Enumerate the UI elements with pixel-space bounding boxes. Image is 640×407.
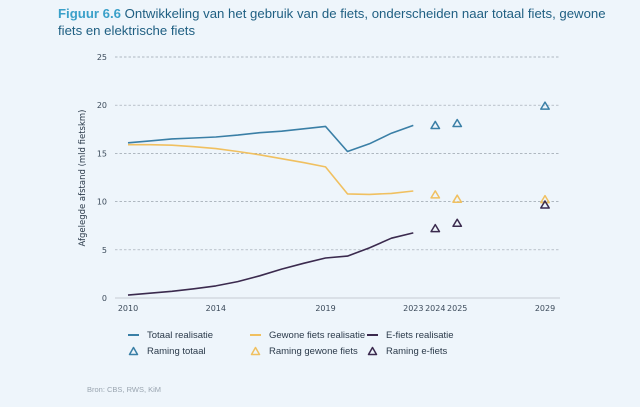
legend-item-efiets-triangle: Raming e-fiets — [367, 345, 497, 357]
series-line-gewone — [128, 143, 414, 196]
legend-label: Gewone fiets realisatie — [269, 329, 366, 341]
gridlines — [115, 56, 560, 299]
legend-label: E-fiets realisatie — [386, 329, 454, 341]
series-lines — [127, 124, 414, 296]
figure-label: Figuur 6.6 — [58, 6, 122, 21]
y-tick-label: 25 — [97, 53, 107, 62]
legend-label: Totaal realisatie — [147, 329, 214, 341]
legend-item-totaal-triangle: Raming totaal — [128, 345, 250, 357]
triangle-icon — [250, 346, 261, 356]
x-tick-label: 2023 — [403, 304, 423, 313]
forecast-marker-gewone — [452, 194, 463, 203]
forecast-marker-gewone — [430, 190, 441, 199]
x-tick-label: 2029 — [535, 304, 555, 313]
x-axis-ticks: 2010 2014 2019 2023 2024 2025 2029 — [118, 304, 555, 313]
legend-item-gewone-triangle: Raming gewone fiets — [250, 345, 367, 357]
forecast-marker-totaal — [540, 101, 550, 110]
x-tick-label: 2014 — [206, 304, 226, 313]
legend-label: Raming e-fiets — [386, 345, 448, 357]
figure-title: Figuur 6.6 Ontwikkeling van het gebruik … — [58, 5, 628, 39]
forecast-marker-efiets — [540, 200, 550, 209]
forecast-marker-gewone — [540, 194, 550, 204]
x-tick-label: 2019 — [315, 304, 335, 313]
legend-item-totaal-line: Totaal realisatie — [128, 329, 250, 341]
x-tick-label: 2010 — [118, 304, 138, 313]
figure-title-text: Ontwikkeling van het gebruik van de fiet… — [58, 6, 606, 38]
legend-line-swatch — [250, 334, 261, 336]
series-line-totaal — [127, 124, 414, 153]
legend-item-gewone-line: Gewone fiets realisatie — [250, 329, 367, 341]
forecast-marker-efiets — [430, 223, 441, 233]
x-tick-label: 2025 — [447, 304, 467, 313]
legend: Totaal realisatie Gewone fiets realisatie… — [128, 329, 497, 357]
forecast-marker-efiets — [452, 218, 463, 228]
forecast-markers — [430, 101, 550, 233]
legend-line-swatch — [128, 334, 139, 336]
triangle-icon — [128, 346, 139, 356]
y-tick-label: 20 — [97, 101, 107, 110]
y-axis-title: Afgelegde afstand (mld fietskm) — [78, 109, 88, 246]
legend-label: Raming totaal — [147, 345, 206, 357]
source-note: Bron: CBS, RWS, KiM — [87, 385, 162, 394]
series-line-efiets — [127, 232, 414, 296]
forecast-marker-totaal — [452, 118, 463, 128]
y-tick-label: 15 — [97, 149, 107, 158]
legend-item-efiets-line: E-fiets realisatie — [367, 329, 497, 341]
legend-line-swatch — [367, 334, 378, 336]
y-tick-label: 5 — [102, 246, 107, 255]
forecast-marker-totaal — [430, 120, 441, 130]
x-tick-label: 2024 — [425, 304, 445, 313]
y-tick-label: 10 — [97, 198, 107, 207]
y-axis-ticks: 0 5 10 15 20 25 — [97, 53, 107, 303]
legend-label: Raming gewone fiets — [269, 345, 358, 357]
triangle-icon — [367, 346, 378, 356]
y-tick-label: 0 — [102, 294, 107, 303]
